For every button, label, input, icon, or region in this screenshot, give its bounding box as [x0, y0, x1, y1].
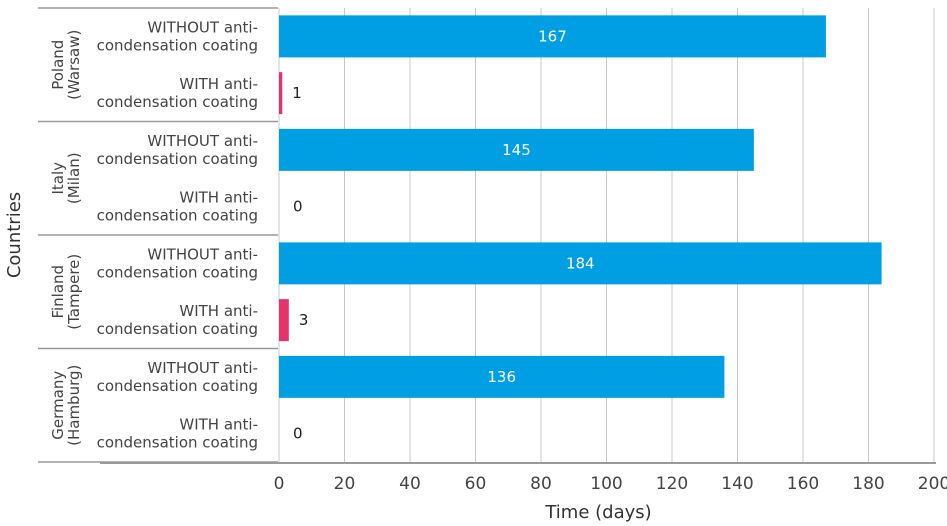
- group-label: Finland(Tampere): [49, 254, 83, 330]
- data-label: 167: [538, 27, 567, 45]
- x-tick-label: 100: [590, 474, 622, 494]
- category-label: WITH anti-condensation coating: [97, 416, 258, 452]
- x-tick-label: 200: [918, 474, 947, 494]
- bars: [279, 15, 882, 398]
- x-tick-label: 20: [334, 474, 356, 494]
- data-label: 0: [293, 425, 303, 443]
- x-tick-label: 40: [399, 474, 421, 494]
- bar: [279, 242, 882, 285]
- labels: Poland(Warsaw) 167 WITHOUT anti-condensati…: [49, 18, 595, 451]
- data-label: 136: [487, 368, 516, 386]
- x-tick-label: 60: [465, 474, 487, 494]
- x-tick-label: 160: [787, 474, 819, 494]
- x-tick-label: 80: [530, 474, 552, 494]
- category-label: WITH anti-condensation coating: [97, 189, 258, 225]
- x-tick-label: 180: [852, 474, 884, 494]
- bar: [279, 355, 725, 398]
- data-label: 1: [292, 84, 302, 102]
- group-label: Germany(Hamburg): [49, 365, 83, 446]
- data-label: 0: [293, 198, 303, 216]
- y-axis-title: Countries: [4, 192, 25, 278]
- group-label: Poland(Warsaw): [49, 30, 83, 100]
- category-label: WITH anti-condensation coating: [97, 302, 258, 338]
- bar: [279, 128, 754, 171]
- x-axis-title: Time (days): [544, 502, 651, 523]
- data-label: 145: [502, 141, 531, 159]
- category-label: WITHOUT anti-condensation coating: [97, 18, 258, 54]
- category-label: WITH anti-condensation coating: [97, 75, 258, 111]
- gridlines: 0 20 40 60 80 100 120 140 160 180 200: [100, 8, 947, 494]
- data-label: 184: [566, 254, 595, 272]
- bar: [279, 72, 283, 115]
- category-label: WITHOUT anti-condensation coating: [97, 359, 258, 395]
- data-label: 3: [299, 311, 309, 329]
- bar: [279, 299, 289, 342]
- group-label: Italy(Milan): [49, 152, 83, 204]
- category-label: WITHOUT anti-condensation coating: [97, 245, 258, 281]
- x-tick-label: 140: [721, 474, 753, 494]
- x-tick-label: 120: [656, 474, 688, 494]
- category-label: WITHOUT anti-condensation coating: [97, 132, 258, 168]
- bar: [279, 15, 826, 58]
- group-separators: [38, 7, 278, 463]
- x-tick-label: 0: [274, 474, 285, 494]
